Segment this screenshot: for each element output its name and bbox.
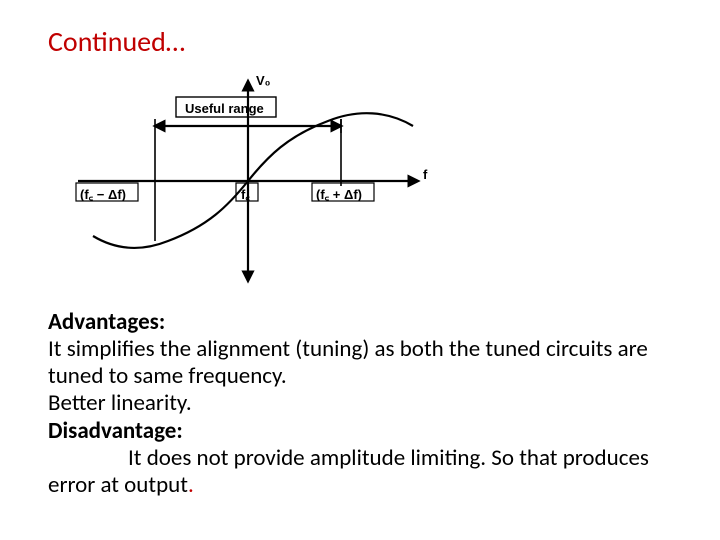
label-fc: f꜀ (241, 185, 250, 203)
label-vo: V₀ (256, 73, 271, 88)
label-fc-plus: (f꜀ + Δf) (316, 185, 362, 203)
advantage-1: It simplifies the alignment (tuning) as … (48, 336, 672, 390)
slide-title: Continued… (48, 24, 672, 59)
advantages-heading: Advantages: (48, 308, 165, 336)
disadvantage-line: It does not provide amplitude limiting. … (48, 445, 672, 499)
advantage-2: Better linearity. (48, 390, 672, 417)
label-useful-range: Useful range (185, 101, 264, 116)
discriminator-curve-diagram: V₀ Useful range f (f꜀ − Δf) f꜀ (f꜀ + Δf) (58, 71, 458, 291)
body-text: Advantages: It simplifies the alignment … (48, 309, 672, 499)
label-f: f (423, 167, 427, 182)
disadvantage-heading: Disadvantage: (48, 417, 183, 445)
label-fc-minus: (f꜀ − Δf) (80, 185, 126, 203)
